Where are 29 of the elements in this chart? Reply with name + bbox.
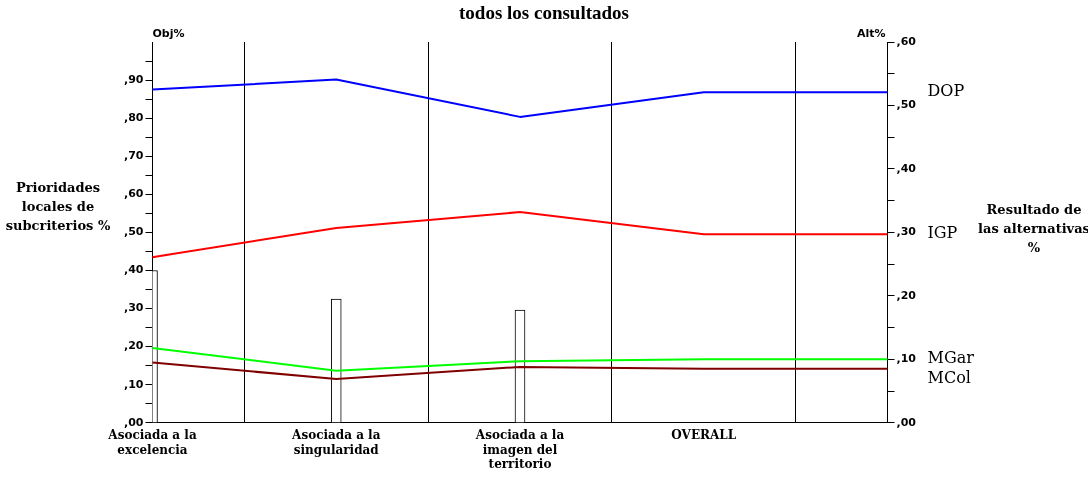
text: MCol (927, 368, 971, 388)
y2-tick-label: ,30 (896, 225, 917, 239)
y-tick-label: ,00 (123, 415, 144, 429)
text: Alt% (856, 27, 886, 41)
x-tick-label: OVERALL (671, 428, 737, 443)
y-tick-label: ,40 (123, 263, 144, 277)
text: Obj% (152, 27, 185, 41)
y-tick-label: ,90 (123, 72, 144, 86)
chart-title: todos los consultados (458, 2, 630, 24)
y-tick-label: ,20 (123, 339, 144, 353)
x-tick-label: Asociada a la singularidad (291, 428, 381, 457)
y-tick-label: ,50 (123, 225, 144, 239)
y2-tick-label: ,20 (896, 288, 917, 302)
y-tick-label: ,80 (123, 111, 144, 125)
y2-tick-label: ,60 (896, 34, 917, 48)
x-tick-label: Asociada a la imagen del territorio (474, 428, 565, 471)
y2-tick-label: ,40 (896, 161, 917, 175)
y-tick-label: ,30 (123, 301, 144, 315)
y-tick-label: ,10 (123, 377, 144, 391)
text: DOP (927, 81, 965, 101)
y2-tick-label: ,10 (896, 352, 917, 366)
text: MGar (927, 348, 975, 368)
y2-tick-label: ,50 (896, 98, 917, 112)
y-axis-title: Prioridades locales de subcriterios % (4, 179, 112, 235)
text: IGP (927, 223, 958, 243)
y-tick-label: ,60 (123, 187, 144, 201)
x-tick-label: Asociada a la excelencia (107, 428, 197, 457)
y-tick-label: ,70 (123, 149, 144, 163)
y2-tick-label: ,00 (896, 415, 917, 429)
